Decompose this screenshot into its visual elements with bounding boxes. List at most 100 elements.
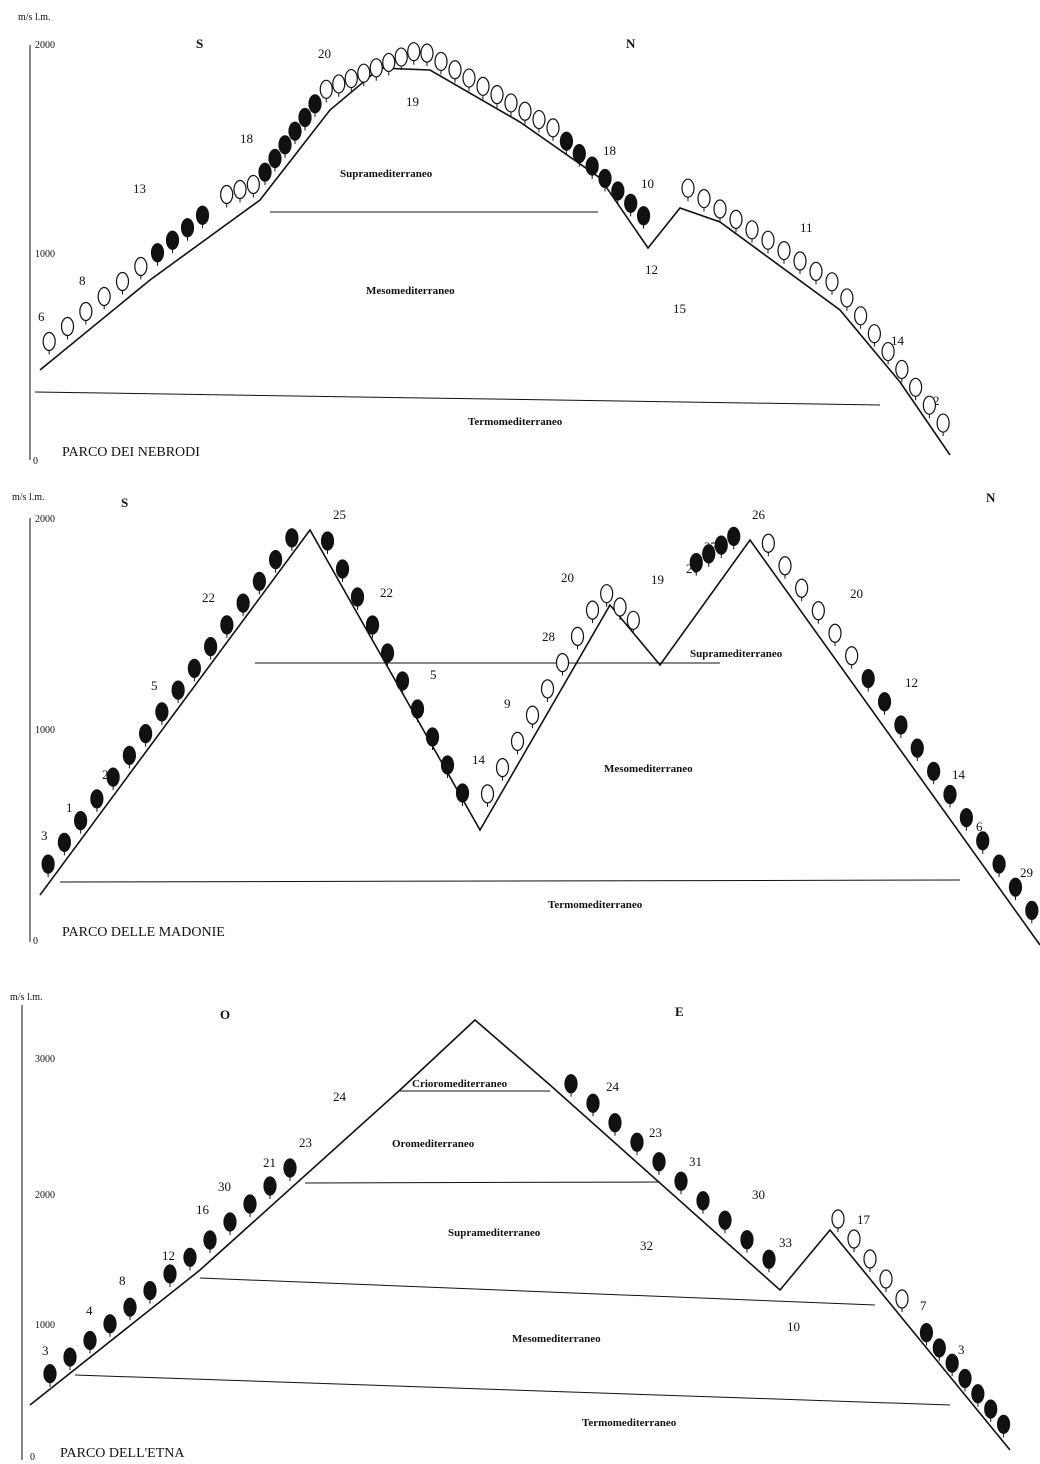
tree — [421, 44, 433, 62]
tree — [542, 680, 554, 698]
tree — [762, 231, 774, 249]
tree — [269, 150, 281, 168]
tree — [279, 136, 291, 154]
tree — [587, 1094, 599, 1112]
profile — [40, 68, 950, 455]
tree — [998, 1415, 1010, 1433]
tree — [864, 1250, 876, 1268]
label: 15 — [673, 301, 686, 316]
tree — [631, 1133, 643, 1151]
tree — [779, 557, 791, 575]
unit: m/s l.m. — [18, 12, 51, 23]
label: 23 — [299, 1135, 312, 1150]
tree — [253, 572, 265, 590]
tree — [690, 554, 702, 572]
zone-line — [60, 880, 960, 882]
tree — [547, 119, 559, 137]
tree — [270, 551, 282, 569]
panel-title: PARCO DELLE MADONIE — [62, 925, 225, 940]
tree — [164, 1265, 176, 1283]
panel-title: PARCO DEI NEBRODI — [62, 445, 200, 460]
tree — [457, 784, 469, 802]
tree — [152, 244, 164, 262]
zone: Oromediterraneo — [392, 1138, 475, 1150]
label: 32 — [640, 1238, 653, 1253]
tree — [627, 611, 639, 629]
label: 30 — [752, 1187, 765, 1202]
label: 3 — [42, 1343, 49, 1358]
unit: m/s l.m. — [10, 992, 43, 1003]
label: 19 — [651, 572, 664, 587]
label: 31 — [689, 1154, 702, 1169]
zone: Supramediterraneo — [340, 168, 433, 180]
tick-label: 0 — [30, 1452, 35, 1463]
label: 11 — [800, 220, 813, 235]
tree — [519, 102, 531, 120]
tree — [221, 616, 233, 634]
tree — [91, 790, 103, 808]
label: 20 — [561, 570, 574, 585]
tree — [985, 1400, 997, 1418]
tree — [703, 545, 715, 563]
tree — [320, 80, 332, 98]
tree — [959, 1370, 971, 1388]
unit: m/s l.m. — [12, 492, 45, 503]
tree — [124, 1298, 136, 1316]
tree — [84, 1331, 96, 1349]
label: 19 — [406, 94, 419, 109]
tree — [140, 725, 152, 743]
tree — [64, 1348, 76, 1366]
tree — [370, 59, 382, 77]
tree — [612, 182, 624, 200]
tree — [104, 1315, 116, 1333]
label: 9 — [504, 696, 511, 711]
tree — [309, 95, 321, 113]
tree — [244, 1195, 256, 1213]
label: 8 — [119, 1273, 126, 1288]
label: 18 — [240, 131, 253, 146]
tree — [762, 534, 774, 552]
label: 18 — [603, 143, 616, 158]
tree — [383, 53, 395, 71]
tree — [846, 647, 858, 665]
page: m/s l.m. 2000 1000 0 S N 20 19 18 13 18 … — [0, 0, 1040, 1464]
direction: N — [626, 36, 636, 51]
tree — [896, 360, 908, 378]
tree — [333, 75, 345, 93]
label: 33 — [779, 1235, 792, 1250]
tree — [43, 333, 55, 351]
tree — [463, 69, 475, 87]
tree — [259, 163, 271, 181]
zone: Mesomediterraneo — [366, 285, 455, 297]
tree — [224, 1213, 236, 1231]
tree — [299, 109, 311, 127]
label: 12 — [162, 1248, 175, 1263]
label: 4 — [86, 1303, 93, 1318]
tree — [345, 70, 357, 88]
tree — [741, 1231, 753, 1249]
tree — [527, 706, 539, 724]
direction: E — [675, 1004, 684, 1019]
label: 17 — [857, 1212, 871, 1227]
label: 28 — [542, 629, 555, 644]
tree — [855, 307, 867, 325]
panel-etna: m/s l.m. 3000 2000 1000 0 O E 24 24 23 2… — [10, 992, 1010, 1463]
tree — [573, 145, 585, 163]
tree — [107, 768, 119, 786]
profile — [40, 530, 1040, 945]
zone-line — [75, 1375, 950, 1405]
tree — [587, 601, 599, 619]
tree — [482, 785, 494, 803]
direction: S — [121, 495, 128, 510]
tree — [895, 716, 907, 734]
tree — [826, 273, 838, 291]
tree — [491, 86, 503, 104]
label: 5 — [151, 678, 158, 693]
tree — [352, 588, 364, 606]
tree — [832, 1210, 844, 1228]
zone: Supramediterraneo — [448, 1227, 541, 1239]
direction: O — [220, 1007, 230, 1022]
label: 29 — [1020, 865, 1033, 880]
tree — [117, 273, 129, 291]
tree — [653, 1153, 665, 1171]
